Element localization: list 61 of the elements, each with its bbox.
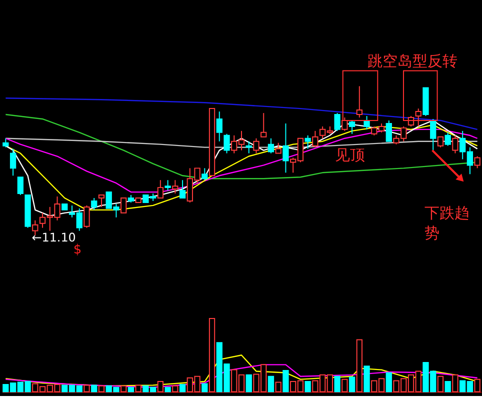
bar: [202, 383, 208, 392]
candlestick: [348, 120, 356, 134]
bar: [128, 386, 134, 392]
bar: [452, 374, 458, 392]
bar: [246, 374, 252, 392]
bar: [157, 381, 164, 392]
candlestick: [157, 180, 164, 198]
candlestick: [386, 120, 392, 142]
candlestick: [268, 138, 274, 154]
bar: [268, 376, 274, 392]
bar: [164, 386, 171, 392]
candlestick: [452, 134, 458, 154]
candlestick: [437, 136, 444, 148]
candlestick: [444, 132, 451, 146]
candlestick: [91, 198, 98, 210]
candlestick: [84, 204, 90, 228]
candlestick: [179, 180, 186, 198]
bar: [98, 385, 105, 392]
text: 跳空岛型反转: [367, 52, 458, 70]
bar: [356, 339, 362, 392]
candlestick: [430, 118, 436, 151]
candlestick: [10, 148, 16, 176]
candlestick: [253, 138, 260, 154]
annotation: ←11.10: [32, 230, 76, 245]
candlestick: [17, 176, 24, 196]
candlestick: [304, 134, 311, 150]
annotation: 下跌趋势: [424, 204, 470, 242]
bar: [304, 381, 311, 392]
candlestick: [364, 116, 370, 130]
candlestick: [172, 180, 178, 194]
text: $: [73, 242, 82, 258]
bar: [120, 385, 127, 392]
candlestick: [224, 133, 230, 154]
bar: [282, 370, 289, 392]
bar: [275, 382, 282, 392]
bar: [135, 384, 142, 392]
candlestick: [356, 86, 362, 118]
bar: [179, 384, 186, 392]
candlestick: [164, 180, 171, 192]
bar: [342, 378, 348, 392]
bar: [364, 366, 370, 392]
candlestick: [282, 122, 289, 174]
bar: [208, 318, 216, 392]
candlestick: [216, 111, 222, 142]
bar: [172, 385, 178, 392]
annotation: 见顶: [334, 146, 365, 164]
bar: [334, 376, 340, 392]
candlestick: [246, 140, 252, 154]
bar: [84, 384, 90, 392]
bar: [91, 384, 98, 392]
candlestick: [202, 168, 208, 181]
bar: [437, 376, 444, 392]
candlestick: [120, 198, 127, 214]
bar: [348, 376, 356, 392]
candlestick: [312, 130, 318, 148]
candlestick: [98, 194, 105, 208]
candlestick: [334, 112, 340, 132]
bar: [386, 372, 392, 392]
candlestick: [260, 112, 267, 138]
candlestick: [275, 142, 282, 154]
bar: [444, 381, 451, 392]
